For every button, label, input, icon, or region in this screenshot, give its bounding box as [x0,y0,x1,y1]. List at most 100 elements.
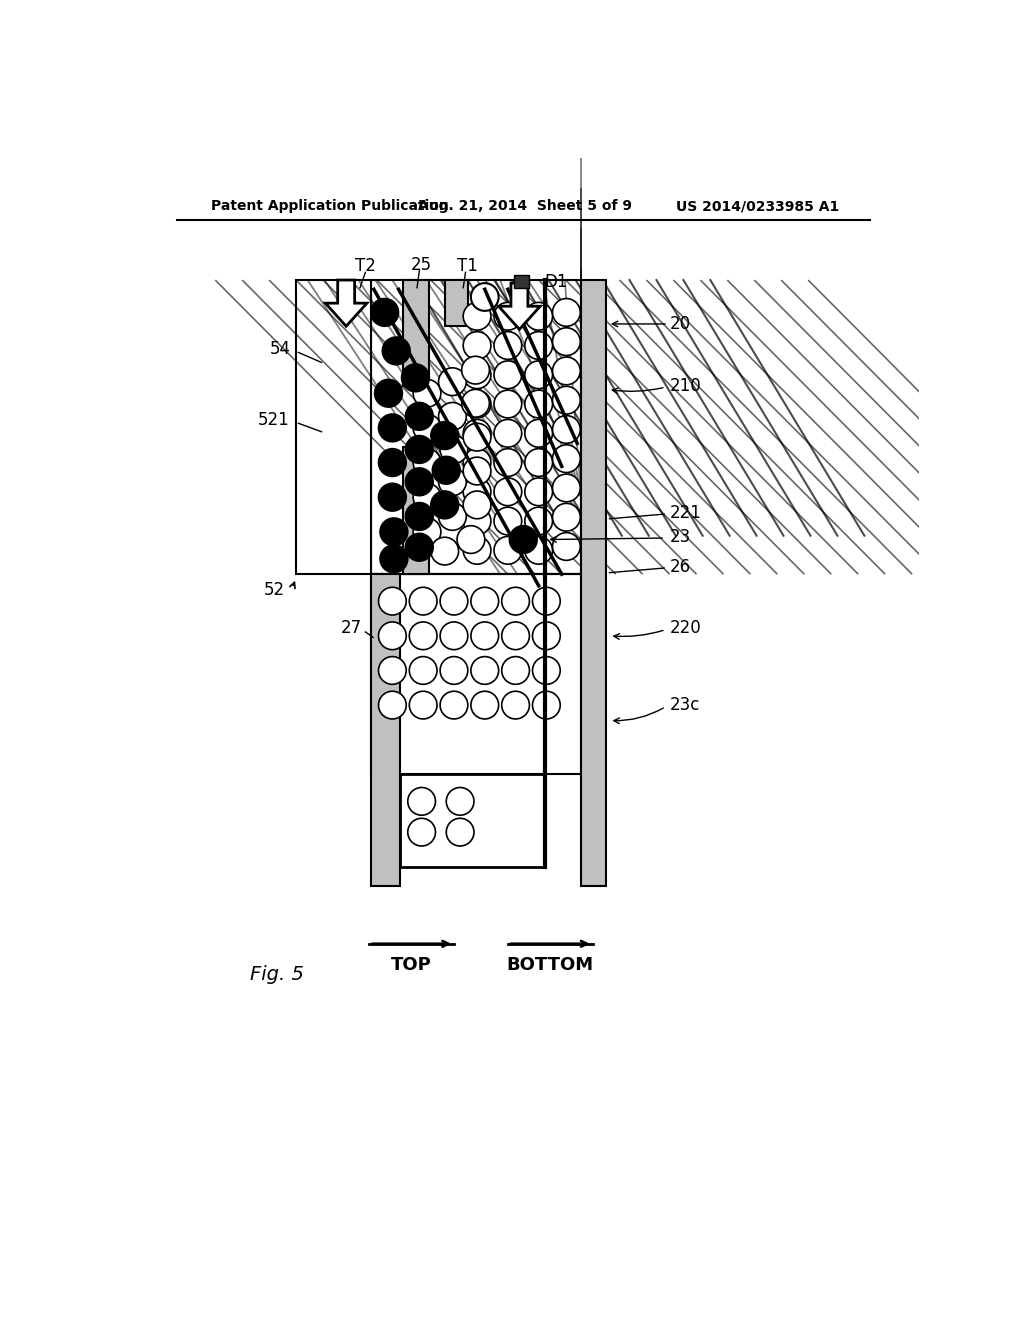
Circle shape [532,656,560,684]
Circle shape [410,587,437,615]
Text: 52: 52 [263,581,285,598]
Bar [444,280,468,326]
Circle shape [379,483,407,511]
Circle shape [502,692,529,719]
Circle shape [525,331,553,359]
Circle shape [462,356,489,384]
Circle shape [502,587,529,615]
Circle shape [432,457,460,484]
Circle shape [463,331,490,359]
Circle shape [413,414,441,442]
Circle shape [406,503,433,531]
Text: 25: 25 [411,256,432,273]
Text: T1: T1 [457,257,477,275]
Polygon shape [499,284,541,330]
Circle shape [406,533,433,561]
Circle shape [525,302,553,330]
Circle shape [440,436,468,463]
Circle shape [408,788,435,816]
Circle shape [463,491,490,519]
Circle shape [509,525,538,553]
Circle shape [494,536,521,564]
Circle shape [431,537,459,565]
Text: 221: 221 [670,504,701,521]
Text: 26: 26 [670,557,690,576]
Circle shape [553,416,581,444]
Text: 220: 220 [670,619,701,638]
Circle shape [525,391,553,418]
Circle shape [525,536,553,564]
Circle shape [494,360,521,388]
Circle shape [431,422,459,450]
Circle shape [494,449,521,477]
Text: 521: 521 [258,412,290,429]
Circle shape [446,788,474,816]
Circle shape [413,379,441,407]
Bar [296,280,371,574]
Circle shape [379,622,407,649]
Circle shape [440,692,468,719]
Polygon shape [326,280,367,326]
Circle shape [463,457,490,484]
Circle shape [553,298,581,326]
Circle shape [553,387,581,414]
Circle shape [525,449,553,477]
Circle shape [553,327,581,355]
Circle shape [553,503,581,531]
Circle shape [494,507,521,535]
Circle shape [401,364,429,392]
Circle shape [375,379,402,407]
Text: T2: T2 [355,257,376,275]
Text: Patent Application Publication: Patent Application Publication [211,199,450,213]
Circle shape [525,507,553,535]
Circle shape [502,622,529,649]
Circle shape [410,622,437,649]
Text: 23c: 23c [670,696,700,714]
Text: TOP: TOP [391,957,432,974]
Circle shape [494,391,521,418]
Circle shape [379,656,407,684]
Circle shape [471,622,499,649]
Circle shape [525,360,553,388]
Circle shape [446,818,474,846]
Circle shape [463,391,490,418]
Circle shape [438,469,466,496]
Circle shape [413,517,441,545]
Circle shape [438,403,466,430]
Circle shape [463,420,490,447]
Circle shape [532,587,560,615]
Circle shape [502,656,529,684]
Circle shape [379,692,407,719]
Circle shape [406,436,433,463]
Circle shape [463,424,490,451]
Circle shape [379,414,407,442]
Text: BOTTOM: BOTTOM [507,957,594,974]
Text: 27: 27 [340,619,361,638]
Text: 54: 54 [269,341,291,358]
Circle shape [380,545,408,573]
Circle shape [438,368,466,396]
Circle shape [382,337,410,364]
Bar [371,280,581,574]
Circle shape [440,656,468,684]
Bar [371,574,400,886]
Circle shape [380,517,408,545]
Circle shape [463,360,490,388]
Circle shape [471,587,499,615]
Text: Fig. 5: Fig. 5 [250,965,304,985]
Circle shape [553,445,581,473]
Text: 23: 23 [670,528,691,546]
Circle shape [413,449,441,477]
Text: 210: 210 [670,376,701,395]
Bar [371,574,581,775]
Circle shape [379,449,407,477]
Circle shape [471,692,499,719]
Circle shape [406,403,433,430]
Circle shape [371,298,398,326]
Circle shape [462,389,489,417]
Circle shape [463,449,490,477]
Circle shape [379,587,407,615]
Circle shape [413,483,441,511]
Bar [403,280,429,385]
Circle shape [494,302,521,330]
